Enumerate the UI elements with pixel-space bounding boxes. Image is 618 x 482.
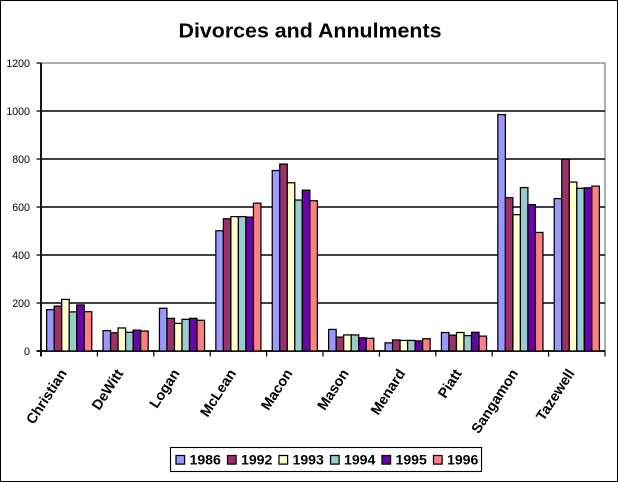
svg-text:200: 200 [12,298,30,310]
svg-text:800: 800 [12,154,30,166]
svg-text:1986: 1986 [190,452,222,468]
svg-text:600: 600 [12,202,30,214]
svg-text:0: 0 [24,346,30,358]
svg-text:400: 400 [12,250,30,262]
svg-text:Divorces and Annulments: Divorces and Annulments [179,21,442,43]
svg-text:1995: 1995 [396,452,428,468]
svg-text:1992: 1992 [241,452,273,468]
svg-text:1000: 1000 [6,106,30,118]
svg-text:1993: 1993 [293,452,325,468]
svg-text:1996: 1996 [447,452,479,468]
svg-text:1994: 1994 [344,452,376,468]
svg-text:1200: 1200 [6,58,30,70]
